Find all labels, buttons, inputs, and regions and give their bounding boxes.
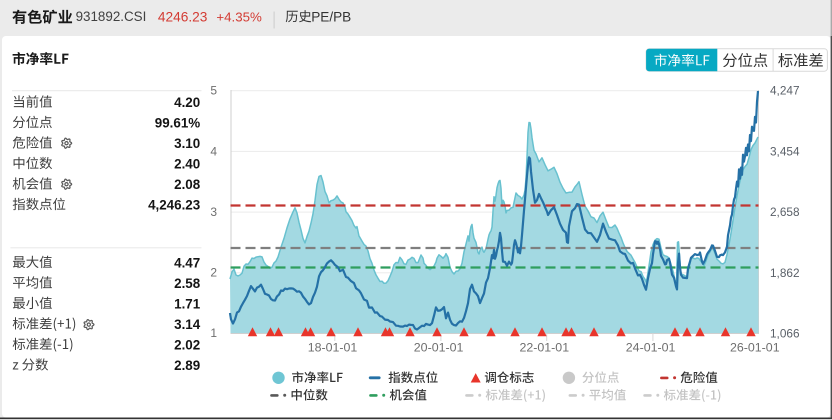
svg-text:2.40: 2.40 — [174, 156, 200, 171]
svg-text:4.47: 4.47 — [174, 255, 200, 270]
svg-text:4246.23: 4246.23 — [158, 9, 208, 24]
svg-text:+4.35%: +4.35% — [216, 9, 262, 24]
svg-text:4: 4 — [210, 144, 217, 158]
svg-text:2.08: 2.08 — [174, 177, 201, 192]
svg-text:1.71: 1.71 — [174, 296, 201, 311]
svg-text:4.20: 4.20 — [174, 95, 200, 110]
svg-text:3: 3 — [210, 205, 217, 219]
svg-text:3.14: 3.14 — [174, 317, 201, 332]
svg-text:3,454: 3,454 — [770, 144, 800, 158]
svg-text:24-01-01: 24-01-01 — [626, 341, 676, 355]
svg-text:2.02: 2.02 — [174, 337, 200, 352]
svg-text:PE/PB: PE/PB — [311, 9, 351, 24]
svg-text:2.58: 2.58 — [174, 276, 201, 291]
svg-text:1: 1 — [210, 326, 217, 340]
svg-text:18-01-01: 18-01-01 — [308, 341, 358, 355]
svg-text:4,247: 4,247 — [770, 84, 800, 98]
svg-text:2: 2 — [210, 266, 217, 280]
svg-text:2.89: 2.89 — [174, 358, 200, 373]
svg-text:26-01-01: 26-01-01 — [730, 341, 780, 355]
svg-text:5: 5 — [210, 84, 217, 98]
svg-text:3.10: 3.10 — [174, 136, 200, 151]
svg-text:4,246.23: 4,246.23 — [148, 197, 200, 212]
svg-text:22-01-01: 22-01-01 — [519, 341, 569, 355]
svg-text:99.61%: 99.61% — [155, 115, 201, 130]
svg-text:2,658: 2,658 — [770, 205, 800, 219]
svg-text:1,066: 1,066 — [770, 327, 800, 341]
svg-text:1,862: 1,862 — [770, 266, 800, 280]
svg-text:20-01-01: 20-01-01 — [414, 341, 464, 355]
svg-text:931892.CSI: 931892.CSI — [76, 9, 147, 24]
